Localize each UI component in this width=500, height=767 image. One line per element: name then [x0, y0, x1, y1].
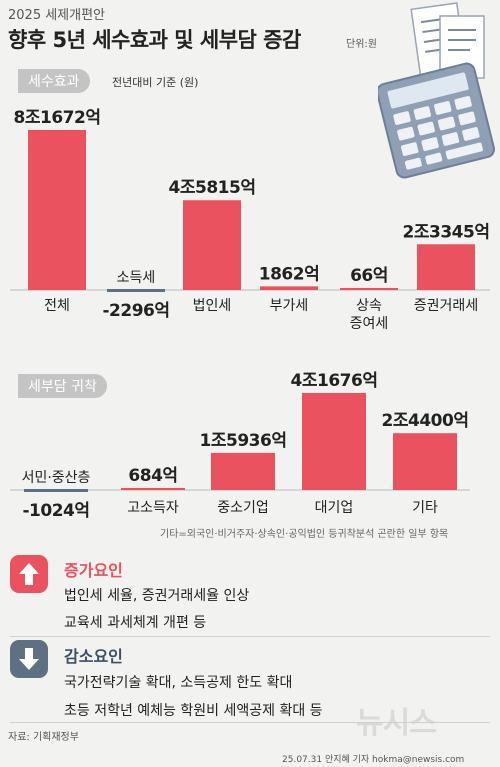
data-label: 4조5815억	[169, 178, 256, 198]
category-label: 기타	[412, 500, 438, 516]
category-label: 중소기업	[217, 500, 269, 516]
increase-title: 증가요인	[64, 561, 123, 580]
source-text: 자료: 기획재정부	[8, 732, 79, 743]
bar	[417, 244, 475, 290]
bar	[183, 200, 241, 290]
data-label: 4조1676억	[291, 371, 378, 391]
section2-label: 세부담 귀착	[18, 374, 107, 398]
bar	[260, 286, 318, 290]
arrow-down-icon	[10, 640, 48, 678]
bar-negative	[107, 289, 165, 292]
bar	[211, 452, 275, 490]
category-label: 대기업	[315, 500, 354, 516]
category-label: 서민·중산층	[22, 470, 91, 486]
category-label: 법인세	[193, 298, 232, 314]
newsis-logo: 뉴시스	[356, 706, 437, 741]
section1-note: 전년대비 기준 (원)	[112, 76, 199, 89]
increase-item: 교육세 과세체계 개편 등	[64, 615, 207, 631]
decrease-item: 초등 저학년 예체능 학원비 세액공제 확대 등	[64, 703, 323, 719]
data-label: 1862억	[259, 264, 319, 284]
category-label: 증여세	[350, 316, 389, 332]
data-label: 684억	[128, 466, 177, 486]
data-label: -2296억	[102, 301, 169, 321]
category-label: 부가세	[270, 298, 309, 314]
bar	[28, 130, 86, 290]
data-label: 2조3345억	[403, 222, 490, 242]
divider	[10, 722, 490, 723]
category-label: 고소득자	[127, 500, 179, 516]
data-label: 8조1672억	[14, 108, 101, 128]
decrease-title: 감소요인	[64, 647, 123, 666]
subtitle: 2025 세제개편안	[8, 8, 106, 23]
arrow-up-icon	[10, 555, 48, 593]
calculator-illustration	[378, 2, 496, 179]
decrease-item: 국가전략기술 확대, 소득공제 한도 확대	[64, 675, 293, 691]
bar	[393, 433, 457, 490]
bar	[121, 488, 185, 490]
data-label: 1조5936억	[200, 431, 287, 451]
data-label: 66억	[350, 266, 388, 286]
bar	[340, 288, 398, 290]
divider	[10, 636, 490, 637]
category-label: 증권거래세	[414, 298, 478, 314]
category-label: 소득세	[117, 270, 156, 286]
section1-label: 세수효과	[18, 69, 90, 93]
chart-footnote: 기타=외국인·비거주자·상속인·공익법인 등귀착분석 곤란한 일부 항목	[160, 529, 449, 540]
credit-text: 25.07.31 안지혜 기자 hokma@newsis.com	[282, 755, 465, 765]
data-label: -1024억	[22, 501, 89, 521]
bar-negative	[24, 489, 88, 492]
increase-item: 법인세 세율, 증권거래세율 인상	[64, 588, 250, 604]
category-label: 상속	[356, 298, 382, 314]
data-label: 2조4400억	[382, 411, 469, 431]
category-label: 전체	[44, 298, 70, 314]
unit-label: 단위:원	[346, 39, 377, 50]
page-title: 향후 5년 세수효과 및 세부담 증감	[8, 28, 301, 52]
bar	[302, 393, 366, 490]
